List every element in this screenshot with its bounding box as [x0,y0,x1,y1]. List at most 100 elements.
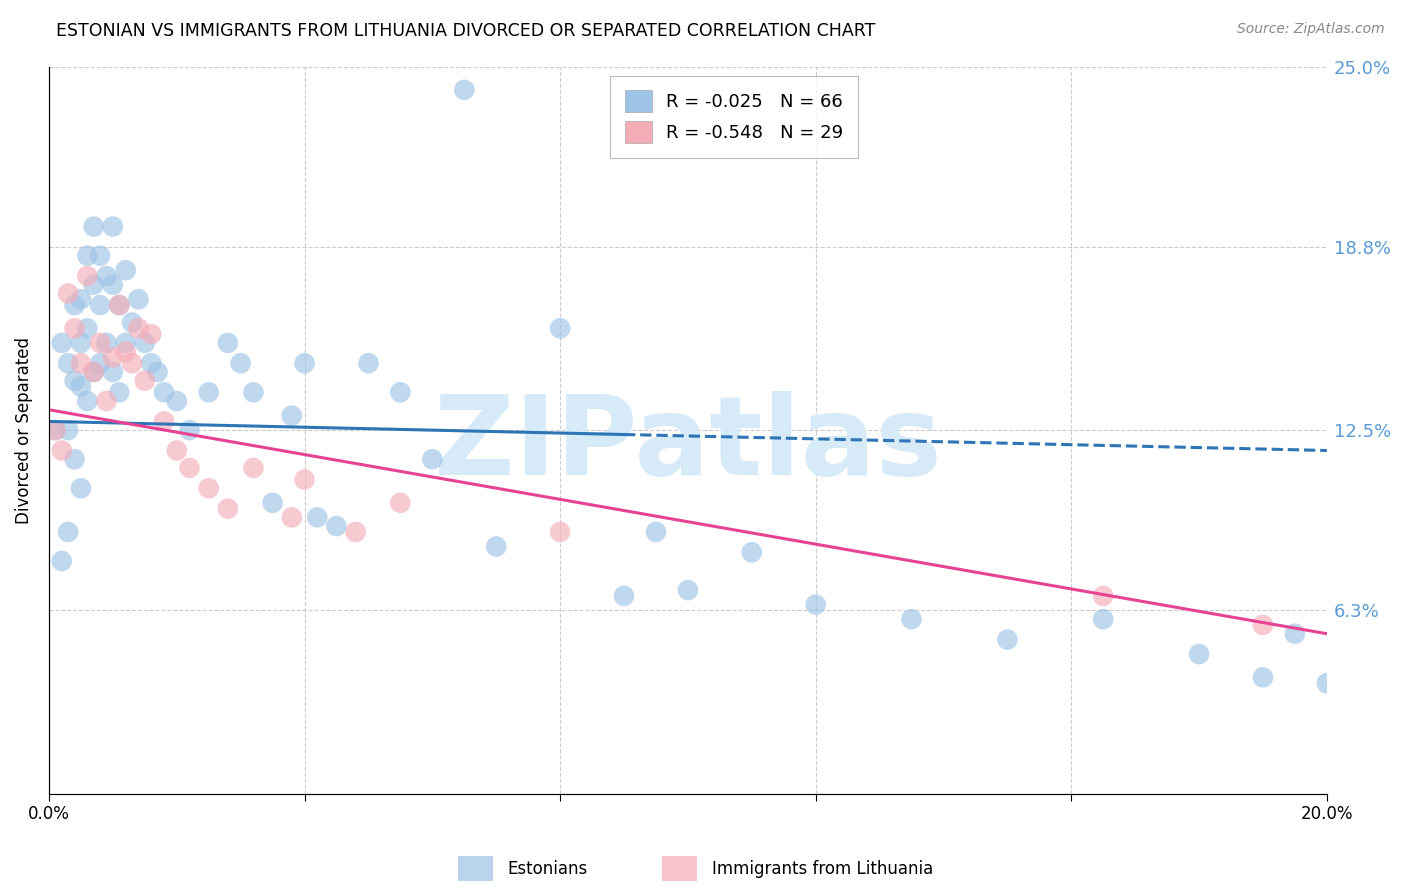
Point [242,461,264,475]
Point [101,351,124,365]
Point [89,298,111,312]
Point [741,545,763,559]
Point [96,335,118,350]
Point [51,443,73,458]
Point [134,374,156,388]
Text: Source: ZipAtlas.com: Source: ZipAtlas.com [1237,22,1385,37]
Point [262,496,284,510]
Point [96,394,118,409]
Point [89,356,111,370]
Point [281,409,304,423]
Point [804,598,827,612]
Point [179,461,201,475]
Text: ESTONIAN VS IMMIGRANTS FROM LITHUANIA DIVORCED OR SEPARATED CORRELATION CHART: ESTONIAN VS IMMIGRANTS FROM LITHUANIA DI… [56,22,876,40]
Point [121,356,143,370]
Point [389,385,412,400]
Point [1316,676,1339,690]
Point [83,365,105,379]
Point [389,496,412,510]
Point [44,423,66,437]
Point [1092,589,1115,603]
Point [281,510,304,524]
Point [101,277,124,292]
Point [166,443,188,458]
Point [153,414,176,428]
Point [166,394,188,409]
Point [56,286,79,301]
Point [357,356,380,370]
Point [1251,618,1274,632]
Point [141,327,163,342]
Point [114,263,136,277]
Point [485,540,508,554]
Point [344,524,367,539]
Point [229,356,252,370]
Point [56,423,79,437]
Point [900,612,922,626]
Point [76,268,98,283]
Point [153,385,176,400]
Legend: R = -0.025   N = 66, R = -0.548   N = 29: R = -0.025 N = 66, R = -0.548 N = 29 [610,76,858,158]
Point [63,452,86,467]
Point [995,632,1018,647]
Point [1284,626,1306,640]
Point [294,473,316,487]
Point [548,524,571,539]
Point [420,452,443,467]
Text: ZIPatlas: ZIPatlas [434,392,942,498]
Point [197,385,219,400]
Point [83,365,105,379]
Point [70,335,93,350]
Point [1251,670,1274,684]
Point [108,298,131,312]
Point [63,374,86,388]
Point [83,277,105,292]
Point [70,481,93,495]
Point [146,365,169,379]
Point [76,394,98,409]
Point [101,219,124,234]
Point [76,249,98,263]
Point [63,298,86,312]
Point [242,385,264,400]
Point [108,298,131,312]
Point [89,249,111,263]
Point [217,335,239,350]
Text: Estonians: Estonians [508,860,588,878]
Y-axis label: Divorced or Separated: Divorced or Separated [15,336,32,524]
Point [70,379,93,393]
Point [325,519,347,533]
Point [645,524,668,539]
Point [89,335,111,350]
Point [197,481,219,495]
Point [307,510,329,524]
Text: Immigrants from Lithuania: Immigrants from Lithuania [711,860,932,878]
Point [114,344,136,359]
Point [613,589,636,603]
Point [51,335,73,350]
Point [51,554,73,568]
Point [453,83,475,97]
Point [179,423,201,437]
Point [70,292,93,306]
Point [114,335,136,350]
Point [676,583,699,598]
Point [217,501,239,516]
Point [101,365,124,379]
Point [70,356,93,370]
Point [96,268,118,283]
Point [134,335,156,350]
Point [127,292,149,306]
Point [63,321,86,335]
Point [56,356,79,370]
Point [56,524,79,539]
Point [121,316,143,330]
Point [108,385,131,400]
Point [127,321,149,335]
Point [1092,612,1115,626]
Point [76,321,98,335]
Point [44,423,66,437]
Point [83,219,105,234]
Point [548,321,571,335]
Point [1188,647,1211,661]
